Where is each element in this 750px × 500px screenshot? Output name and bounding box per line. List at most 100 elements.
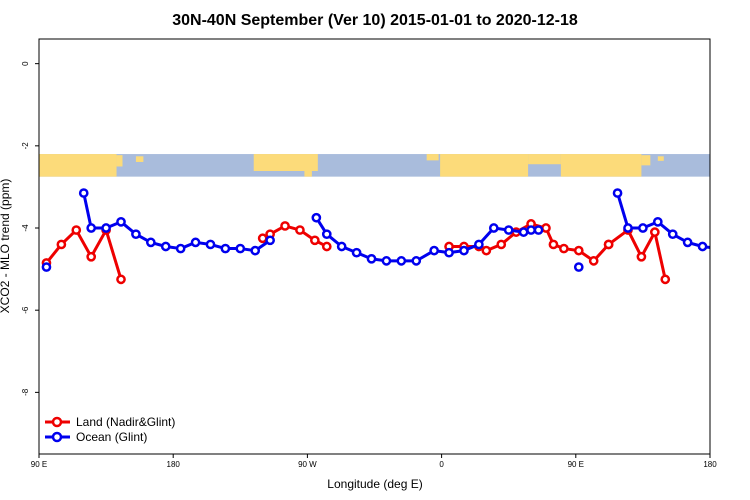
x-tick-label: 180 xyxy=(167,460,181,469)
data-point xyxy=(714,245,721,252)
y-tick-label: 0 xyxy=(21,61,30,66)
y-tick-label: -4 xyxy=(21,224,30,232)
series-line xyxy=(82,192,271,253)
data-point xyxy=(235,243,246,254)
data-point xyxy=(496,239,507,250)
data-point xyxy=(250,245,261,256)
x-tick-label: 0 xyxy=(439,460,444,469)
legend-marker-ocean xyxy=(51,431,63,443)
map-land-patch xyxy=(657,156,664,161)
data-point xyxy=(533,225,544,235)
y-tick-label: -2 xyxy=(21,142,30,150)
map-land-patch xyxy=(116,155,123,167)
data-point xyxy=(682,237,693,248)
data-point xyxy=(295,225,305,235)
series-land xyxy=(41,0,671,285)
data-point xyxy=(381,256,392,266)
data-point xyxy=(638,223,648,233)
map-land-patch xyxy=(426,154,439,161)
data-point xyxy=(526,225,536,235)
data-point xyxy=(366,253,377,264)
data-point xyxy=(101,223,111,233)
legend-marker-land xyxy=(51,416,63,428)
data-point xyxy=(78,188,89,198)
x-tick-label: 90 E xyxy=(31,460,47,469)
plot-frame xyxy=(38,38,711,455)
map-land-patch xyxy=(253,154,318,171)
map-land-patch xyxy=(641,155,651,166)
legend-label-ocean: Ocean (Glint) xyxy=(76,430,147,444)
data-point xyxy=(652,216,663,227)
series-line xyxy=(607,228,667,280)
data-point xyxy=(336,241,347,252)
data-point xyxy=(588,256,599,266)
data-point xyxy=(220,243,231,254)
data-point xyxy=(56,239,67,250)
data-point xyxy=(116,274,126,285)
data-point xyxy=(411,256,422,266)
map-land xyxy=(39,154,664,177)
data-point xyxy=(660,274,671,285)
data-point xyxy=(429,245,439,256)
x-tick-label: 90 W xyxy=(298,460,317,469)
data-point xyxy=(396,256,407,266)
data-point xyxy=(145,237,156,248)
y-tick-label: -6 xyxy=(21,306,30,314)
map-land-patch xyxy=(135,156,144,162)
data-point xyxy=(548,239,559,250)
x-axis: 90 E 180 90 W 0 90 E 180 xyxy=(31,454,717,469)
data-point xyxy=(310,235,320,246)
data-point xyxy=(86,223,97,233)
map-land-patch xyxy=(304,166,312,177)
data-point xyxy=(265,235,275,246)
data-point xyxy=(321,229,332,240)
data-point xyxy=(612,188,623,198)
data-point xyxy=(280,221,290,231)
legend-label-land: Land (Nadir&Glint) xyxy=(76,415,175,429)
data-point xyxy=(541,223,551,233)
data-point xyxy=(131,229,141,240)
data-point xyxy=(503,225,514,235)
x-tick-label: 90 E xyxy=(568,460,584,469)
world-map-band xyxy=(39,154,710,177)
data-point xyxy=(160,241,171,252)
data-point xyxy=(86,251,97,262)
data-point xyxy=(321,241,332,252)
x-tick-label: 180 xyxy=(703,460,717,469)
y-axis: 0 -2 -4 -6 -8 xyxy=(21,61,39,396)
data-point xyxy=(603,239,614,250)
series-ocean xyxy=(41,188,721,272)
data-point xyxy=(697,241,708,252)
data-point xyxy=(205,239,216,250)
data-point xyxy=(190,237,201,248)
data-point xyxy=(444,247,454,258)
data-point xyxy=(71,225,82,235)
data-point xyxy=(573,245,584,256)
data-point xyxy=(175,243,186,254)
series-line xyxy=(45,228,123,280)
map-land-patch xyxy=(528,154,561,165)
chart-title: 30N-40N September (Ver 10) 2015-01-01 to… xyxy=(172,12,578,29)
data-point xyxy=(41,262,52,272)
data-point xyxy=(623,223,633,233)
x-axis-label: Longitude (deg E) xyxy=(327,477,422,491)
map-land-patch xyxy=(440,154,529,177)
data-point xyxy=(332,0,339,4)
data-point xyxy=(459,245,469,256)
y-tick-label: -8 xyxy=(21,388,30,396)
data-point xyxy=(481,245,492,256)
data-point xyxy=(559,243,569,254)
data-point xyxy=(573,262,584,272)
data-point xyxy=(474,239,484,250)
data-point xyxy=(518,227,529,237)
data-point xyxy=(311,212,322,223)
legend: Land (Nadir&Glint) Ocean (Glint) xyxy=(45,415,175,444)
data-point xyxy=(116,216,126,227)
data-point xyxy=(636,251,647,262)
data-point xyxy=(257,233,268,244)
map-land-patch xyxy=(39,154,117,177)
data-point xyxy=(649,227,660,237)
map-land-patch xyxy=(560,154,642,177)
data-point xyxy=(488,223,499,233)
